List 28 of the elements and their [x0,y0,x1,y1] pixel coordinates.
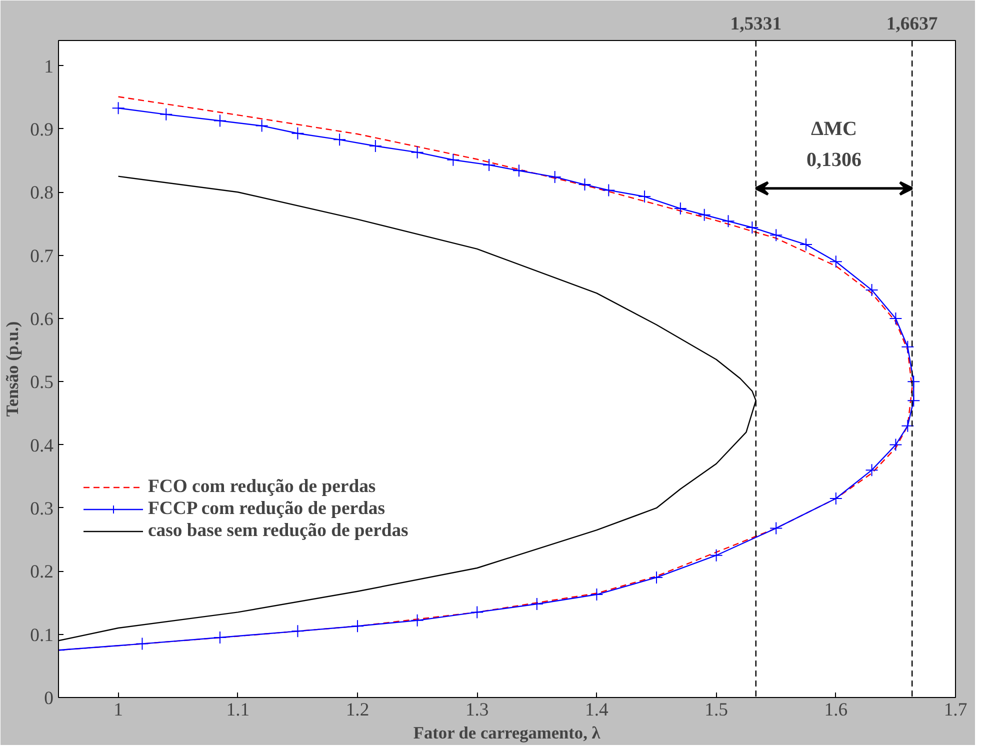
y-tick-label: 0.3 [30,498,54,520]
legend-label: FCCP com redução de perdas [148,498,385,520]
y-tick-label: 1 [44,56,54,78]
y-tick-label: 0.9 [30,119,54,140]
y-tick-label: 0.2 [30,562,54,583]
x-axis-title: Fator de carregamento, λ [413,724,601,742]
x-tick-label: 1.2 [346,700,370,720]
y-tick-label: 0 [44,688,54,709]
legend-label: caso base sem redução de perdas [148,520,408,542]
y-tick-label: 0.8 [30,182,54,204]
ref-line-label: 1,6637 [886,14,938,34]
x-tick-label: 1 [114,700,123,720]
annotation: ΔMC [811,118,857,140]
ref-line-label: 1,5331 [730,14,782,34]
x-tick-label: 1.6 [824,700,848,720]
y-tick-label: 0.5 [30,372,54,394]
x-tick-label: 1.4 [585,700,610,720]
y-tick-label: 0.6 [30,308,54,330]
y-tick-label: 0.7 [30,246,54,267]
x-tick-label: 1.3 [465,700,489,720]
x-tick-label: 1.1 [226,700,250,720]
y-tick-label: 0.1 [30,624,54,646]
y-axis-title: Tensão (p.u.) [3,321,22,417]
legend-label: FCO com redução de perdas [148,476,376,498]
annotation: 0,1306 [806,148,862,171]
x-tick-label: 1.5 [704,700,728,720]
y-tick-label: 0.4 [30,435,54,456]
x-tick-label: 1.7 [944,700,968,720]
